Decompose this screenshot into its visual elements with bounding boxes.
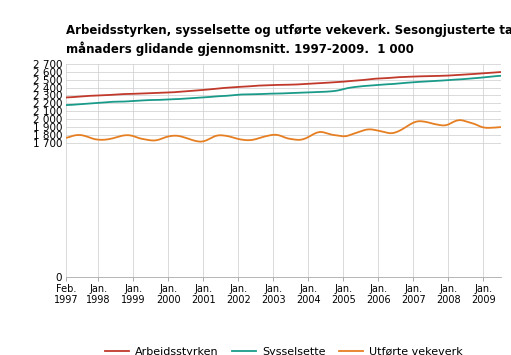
Arbeidsstyrken [308, 82, 314, 86]
Line: Arbeidsstyrken: Arbeidsstyrken [66, 72, 501, 97]
Legend: Arbeidsstyrken, Sysselsette, Utførte vekeverk: Arbeidsstyrken, Sysselsette, Utførte vek… [100, 342, 467, 355]
Sysselsette [63, 103, 69, 107]
Arbeidsstyrken [291, 82, 297, 87]
Sysselsette [236, 93, 242, 97]
Sysselsette [498, 74, 504, 78]
Arbeidsstyrken [63, 95, 69, 99]
Utførte vekeverk [294, 138, 300, 142]
Arbeidsstyrken [206, 87, 213, 92]
Utførte vekeverk [311, 132, 317, 136]
Utførte vekeverk [63, 136, 69, 140]
Line: Sysselsette: Sysselsette [66, 76, 501, 105]
Line: Utførte vekeverk: Utførte vekeverk [66, 120, 501, 142]
Text: Arbeidsstyrken, sysselsette og utførte vekeverk. Sesongjusterte tal, tre
månader: Arbeidsstyrken, sysselsette og utførte v… [66, 23, 511, 56]
Arbeidsstyrken [422, 74, 428, 78]
Utførte vekeverk [366, 127, 373, 131]
Utførte vekeverk [457, 118, 463, 122]
Arbeidsstyrken [498, 70, 504, 74]
Arbeidsstyrken [364, 77, 370, 82]
Sysselsette [206, 95, 213, 99]
Sysselsette [291, 91, 297, 95]
Utførte vekeverk [209, 135, 215, 140]
Utførte vekeverk [498, 125, 504, 129]
Sysselsette [308, 90, 314, 94]
Arbeidsstyrken [236, 85, 242, 89]
Sysselsette [364, 84, 370, 88]
Sysselsette [422, 80, 428, 84]
Utførte vekeverk [197, 140, 203, 144]
Utførte vekeverk [238, 137, 244, 142]
Utførte vekeverk [425, 120, 431, 125]
